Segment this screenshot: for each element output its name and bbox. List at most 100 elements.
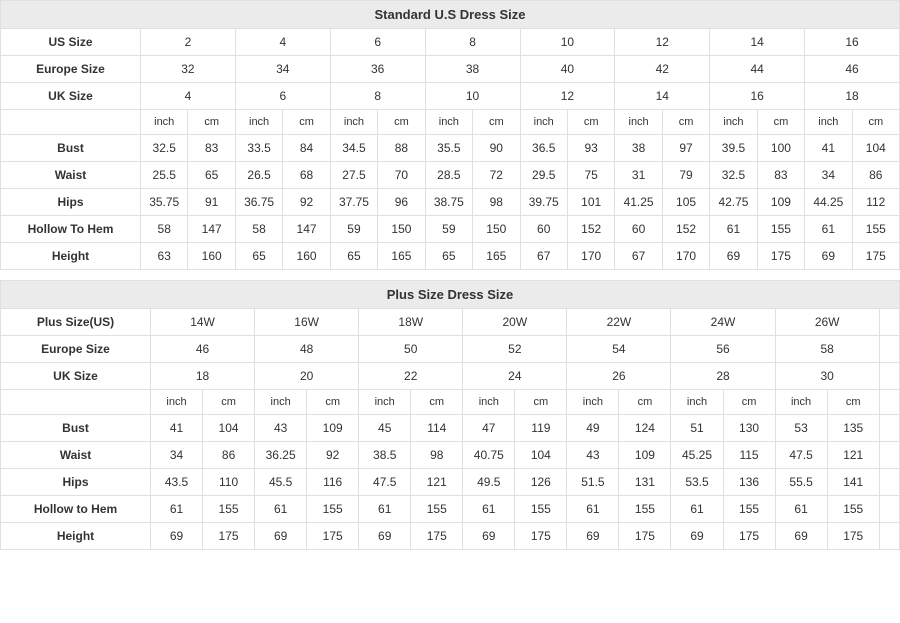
cell: 86 <box>203 442 255 469</box>
unit-inch: inch <box>520 110 567 135</box>
unit-inch: inch <box>255 390 307 415</box>
cell: 98 <box>473 189 520 216</box>
us-size-val: 10 <box>520 29 615 56</box>
cell: 175 <box>515 523 567 550</box>
cell: 69 <box>359 523 411 550</box>
empty-label <box>1 110 141 135</box>
cell: 34 <box>805 162 852 189</box>
unit-inch: inch <box>463 390 515 415</box>
cell: 60 <box>520 216 567 243</box>
plus-uk-val: 26 <box>567 363 671 390</box>
europe-size-val: 32 <box>141 56 236 83</box>
cell: 93 <box>567 135 614 162</box>
cell: 38 <box>615 135 662 162</box>
cell: 112 <box>852 189 899 216</box>
unit-inch: inch <box>805 110 852 135</box>
cell: 175 <box>852 243 899 270</box>
cell: 69 <box>463 523 515 550</box>
cell: 61 <box>671 496 723 523</box>
cell: 27.5 <box>330 162 377 189</box>
cell: 155 <box>757 216 804 243</box>
cell: 175 <box>757 243 804 270</box>
cell: 109 <box>307 415 359 442</box>
cell: 41.25 <box>615 189 662 216</box>
cell: 32.5 <box>141 135 188 162</box>
cell: 49.5 <box>463 469 515 496</box>
cell: 165 <box>473 243 520 270</box>
us-size-val: 6 <box>330 29 425 56</box>
cell: 105 <box>662 189 709 216</box>
us-size-label: US Size <box>1 29 141 56</box>
cell: 45.5 <box>255 469 307 496</box>
uk-size-val: 16 <box>710 83 805 110</box>
cell: 61 <box>567 496 619 523</box>
standard-uk-size-row: UK Size 4 6 8 10 12 14 16 18 <box>1 83 900 110</box>
cell: 101 <box>567 189 614 216</box>
cell: 155 <box>723 496 775 523</box>
cell: 55.5 <box>775 469 827 496</box>
cell: 175 <box>723 523 775 550</box>
cell: 49 <box>567 415 619 442</box>
cell: 90 <box>473 135 520 162</box>
cell: 59 <box>330 216 377 243</box>
cell: 104 <box>515 442 567 469</box>
plus-hips-label: Hips <box>1 469 151 496</box>
unit-cm: cm <box>515 390 567 415</box>
cell: 43 <box>567 442 619 469</box>
plus-uk-val: 24 <box>463 363 567 390</box>
cell: 69 <box>567 523 619 550</box>
unit-inch: inch <box>615 110 662 135</box>
plus-us-val: 16W <box>255 309 359 336</box>
plus-us-val: 24W <box>671 309 775 336</box>
plus-europe-val: 48 <box>255 336 359 363</box>
uk-size-val: 6 <box>235 83 330 110</box>
europe-size-val: 34 <box>235 56 330 83</box>
cell: 92 <box>307 442 359 469</box>
plus-us-val: 22W <box>567 309 671 336</box>
cell: 110 <box>203 469 255 496</box>
standard-hollow-row: Hollow To Hem 58147 58147 59150 59150 60… <box>1 216 900 243</box>
unit-cm: cm <box>188 110 235 135</box>
plus-uk-val: 28 <box>671 363 775 390</box>
cell: 96 <box>378 189 425 216</box>
cell: 61 <box>710 216 757 243</box>
cell: 136 <box>723 469 775 496</box>
cell: 39.5 <box>710 135 757 162</box>
plus-europe-val: 56 <box>671 336 775 363</box>
empty-cell <box>879 390 899 415</box>
us-size-val: 8 <box>425 29 520 56</box>
cell: 98 <box>411 442 463 469</box>
unit-inch: inch <box>235 110 282 135</box>
cell: 155 <box>827 496 879 523</box>
europe-size-val: 40 <box>520 56 615 83</box>
unit-cm: cm <box>757 110 804 135</box>
cell: 44.25 <box>805 189 852 216</box>
cell: 175 <box>827 523 879 550</box>
cell: 68 <box>283 162 330 189</box>
europe-size-val: 36 <box>330 56 425 83</box>
cell: 92 <box>283 189 330 216</box>
standard-bust-row: Bust 32.583 33.584 34.588 35.590 36.593 … <box>1 135 900 162</box>
cell: 170 <box>662 243 709 270</box>
plus-uk-val: 22 <box>359 363 463 390</box>
plus-europe-val: 46 <box>151 336 255 363</box>
unit-cm: cm <box>283 110 330 135</box>
europe-size-val: 44 <box>710 56 805 83</box>
europe-size-val: 46 <box>805 56 900 83</box>
plus-height-row: Height 69175 69175 69175 69175 69175 691… <box>1 523 900 550</box>
plus-unit-row: inchcm inchcm inchcm inchcm inchcm inchc… <box>1 390 900 415</box>
unit-cm: cm <box>662 110 709 135</box>
cell: 34 <box>151 442 203 469</box>
plus-europe-val: 58 <box>775 336 879 363</box>
cell: 36.75 <box>235 189 282 216</box>
cell: 67 <box>615 243 662 270</box>
cell: 104 <box>852 135 899 162</box>
plus-height-label: Height <box>1 523 151 550</box>
cell: 28.5 <box>425 162 472 189</box>
cell: 131 <box>619 469 671 496</box>
cell: 116 <box>307 469 359 496</box>
cell: 83 <box>188 135 235 162</box>
plus-hollow-label: Hollow to Hem <box>1 496 151 523</box>
cell: 150 <box>378 216 425 243</box>
cell: 69 <box>805 243 852 270</box>
